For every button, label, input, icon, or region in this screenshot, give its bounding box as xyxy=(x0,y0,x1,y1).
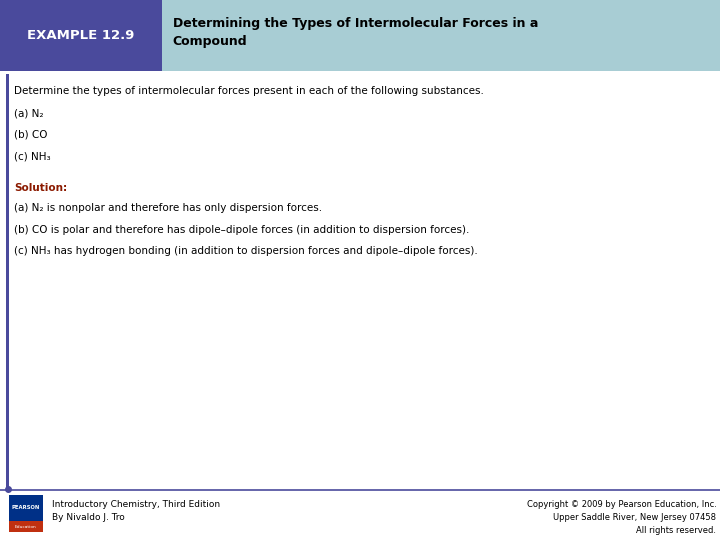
Bar xyxy=(9,521,43,532)
Text: Solution:: Solution: xyxy=(14,183,68,193)
Bar xyxy=(0,0,720,71)
Text: (c) NH₃ has hydrogen bonding (in addition to dispersion forces and dipole–dipole: (c) NH₃ has hydrogen bonding (in additio… xyxy=(14,246,478,256)
Bar xyxy=(0,0,162,71)
Text: (a) N₂ is nonpolar and therefore has only dispersion forces.: (a) N₂ is nonpolar and therefore has onl… xyxy=(14,203,323,213)
Bar xyxy=(6,74,9,489)
Text: Introductory Chemistry, Third Edition: Introductory Chemistry, Third Edition xyxy=(52,500,220,509)
Text: (b) CO: (b) CO xyxy=(14,130,48,140)
Text: Copyright © 2009 by Pearson Education, Inc.
Upper Saddle River, New Jersey 07458: Copyright © 2009 by Pearson Education, I… xyxy=(526,500,716,536)
Bar xyxy=(9,495,43,521)
Text: Determine the types of intermolecular forces present in each of the following su: Determine the types of intermolecular fo… xyxy=(14,86,485,97)
Text: (a) N₂: (a) N₂ xyxy=(14,108,44,118)
Text: EXAMPLE 12.9: EXAMPLE 12.9 xyxy=(27,29,135,42)
Text: PEARSON: PEARSON xyxy=(12,505,40,510)
Text: Determining the Types of Intermolecular Forces in a
Compound: Determining the Types of Intermolecular … xyxy=(173,17,538,49)
Text: By Nivaldo J. Tro: By Nivaldo J. Tro xyxy=(52,513,125,522)
Text: (c) NH₃: (c) NH₃ xyxy=(14,151,51,161)
Text: (b) CO is polar and therefore has dipole–dipole forces (in addition to dispersio: (b) CO is polar and therefore has dipole… xyxy=(14,225,469,235)
Text: Education: Education xyxy=(15,524,37,529)
